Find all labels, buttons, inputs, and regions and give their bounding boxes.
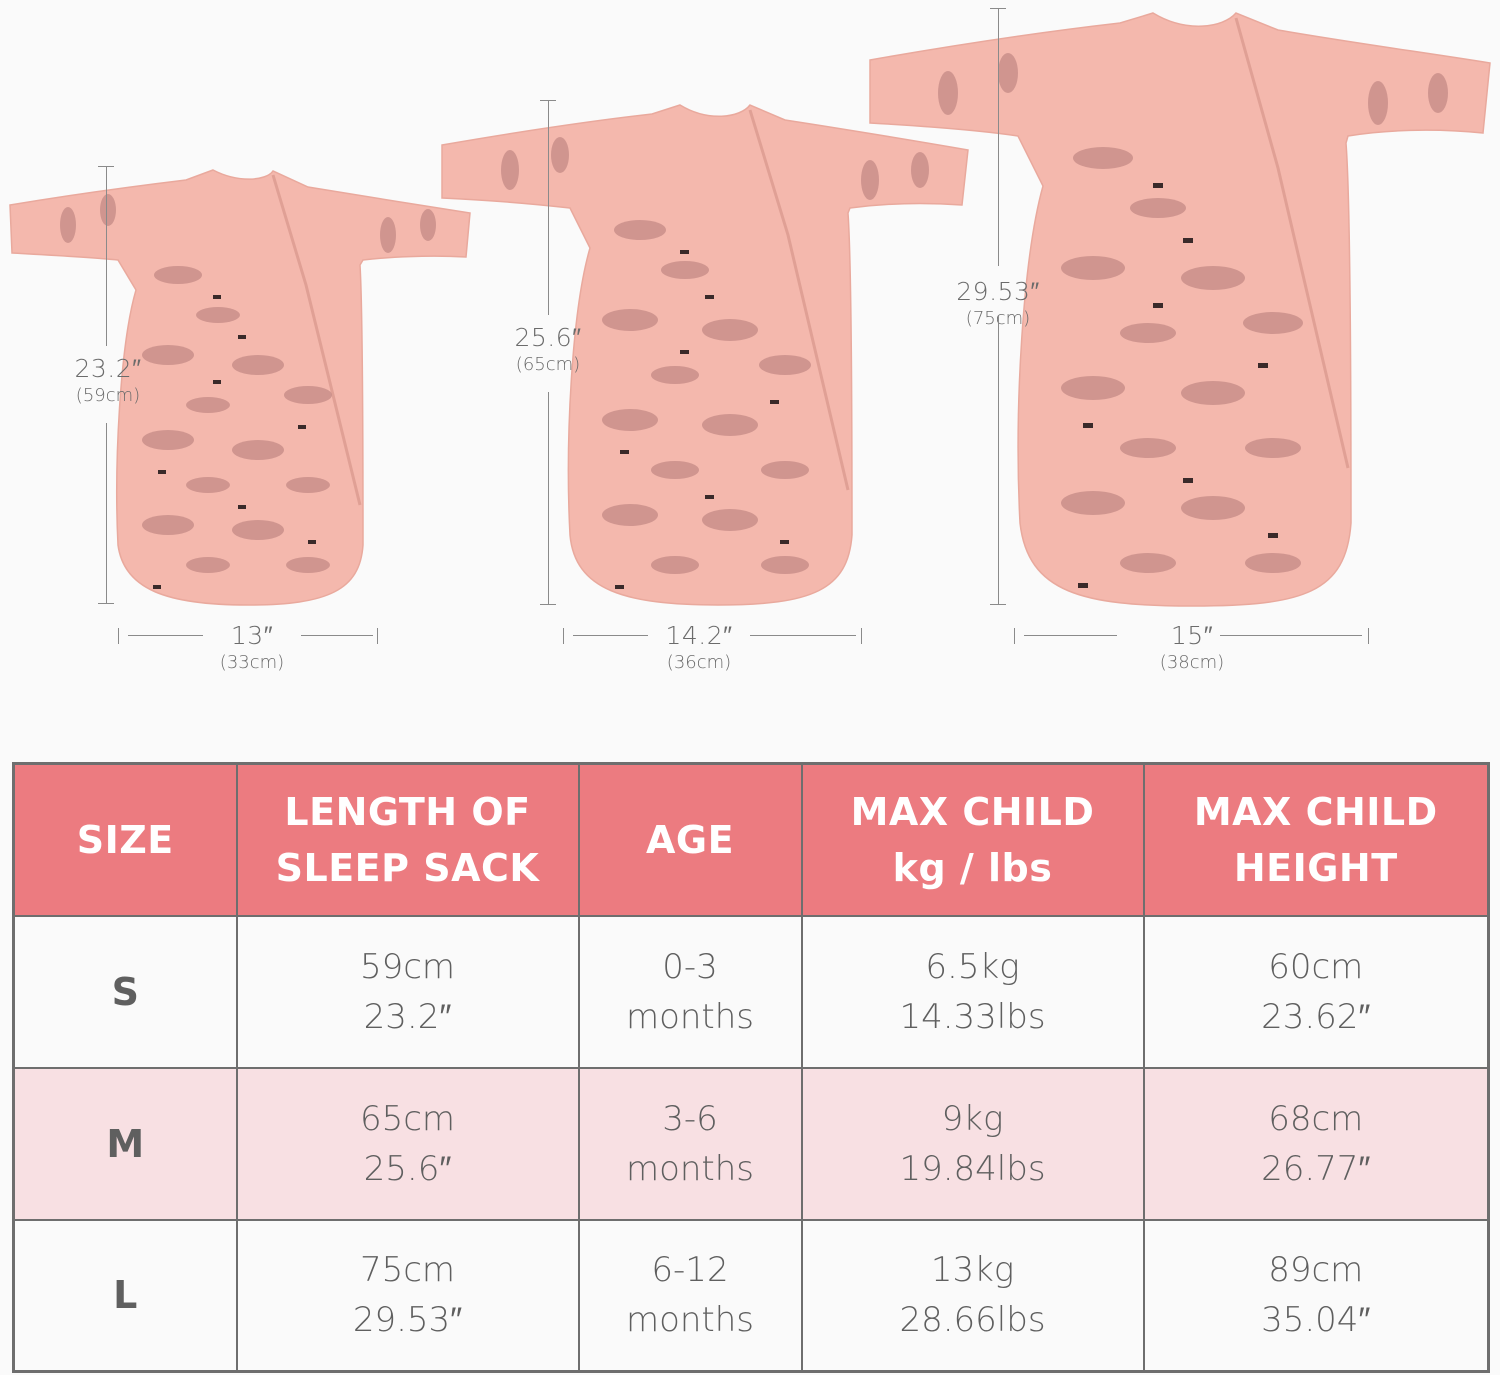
- size-chart-table: SIZE LENGTH OF SLEEP SACK AGE MAX CHILD …: [12, 762, 1490, 1373]
- cell-height: 60cm 23.62″: [1142, 914, 1490, 1069]
- width-label-medium: 14.2″ (36cm): [665, 621, 733, 673]
- sleep-sack-image-medium: [440, 100, 970, 610]
- width-label-large: 15″ (38cm): [1159, 621, 1225, 673]
- width-line-large-left: [1024, 635, 1117, 636]
- length-tick-bottom-medium: [540, 604, 556, 605]
- header-age: AGE: [577, 762, 803, 917]
- length-label-small: 23.2″ (59cm): [74, 354, 142, 406]
- length-label-large: 29.53″ (75cm): [956, 277, 1040, 329]
- sleep-sack-image-small: [8, 165, 473, 610]
- cell-height: 68cm 26.77″: [1142, 1066, 1490, 1221]
- sleep-sack-image-large: [868, 8, 1493, 608]
- cell-size: S: [12, 914, 238, 1069]
- cell-length: 59cm 23.2″: [235, 914, 580, 1069]
- cell-weight: 9kg 19.84lbs: [800, 1066, 1145, 1221]
- table-row: M 65cm 25.6″ 3-6 months 9kg 19.84lbs 68c…: [12, 1066, 1490, 1221]
- length-line-large-lower: [998, 316, 999, 604]
- table-row: S 59cm 23.2″ 0-3 months 6.5kg 14.33lbs 6…: [12, 914, 1490, 1069]
- length-tick-bottom-large: [990, 604, 1006, 605]
- width-tick-left-large: [1014, 628, 1015, 644]
- cell-height: 89cm 35.04″: [1142, 1218, 1490, 1373]
- header-size: SIZE: [12, 762, 238, 917]
- width-line-small-right: [301, 635, 373, 636]
- width-tick-right-large: [1368, 628, 1369, 644]
- length-tick-bottom-small: [98, 603, 114, 604]
- length-label-medium: 25.6″ (65cm): [514, 323, 582, 375]
- sleep-sack-icon: [869, 12, 1491, 607]
- size-illustration: 23.2″ (59cm) 13″ (33cm): [8, 8, 1493, 673]
- table-header-row: SIZE LENGTH OF SLEEP SACK AGE MAX CHILD …: [12, 762, 1490, 917]
- cell-weight: 6.5kg 14.33lbs: [800, 914, 1145, 1069]
- length-line-medium: [548, 100, 549, 315]
- width-line-small-left: [128, 635, 203, 636]
- width-tick-right-small: [377, 628, 378, 644]
- width-line-medium-left: [573, 635, 648, 636]
- width-line-large-right: [1220, 635, 1362, 636]
- cell-age: 3-6 months: [577, 1066, 803, 1221]
- cell-length: 65cm 25.6″: [235, 1066, 580, 1221]
- cell-age: 0-3 months: [577, 914, 803, 1069]
- sleep-sack-icon: [9, 169, 471, 606]
- sleep-sack-icon: [441, 104, 969, 606]
- width-label-small: 13″ (33cm): [219, 621, 285, 673]
- length-line-large: [998, 8, 999, 266]
- width-tick-right-medium: [861, 628, 862, 644]
- header-max-weight: MAX CHILD kg / lbs: [800, 762, 1145, 917]
- length-line-small-lower: [106, 423, 107, 603]
- cell-size: M: [12, 1066, 238, 1221]
- cell-age: 6-12 months: [577, 1218, 803, 1373]
- length-line-small: [106, 166, 107, 346]
- width-tick-left-small: [118, 628, 119, 644]
- width-line-medium-right: [750, 635, 856, 636]
- cell-weight: 13kg 28.66lbs: [800, 1218, 1145, 1373]
- cell-length: 75cm 29.53″: [235, 1218, 580, 1373]
- table-row: L 75cm 29.53″ 6-12 months 13kg 28.66lbs …: [12, 1218, 1490, 1373]
- header-max-height: MAX CHILD HEIGHT: [1142, 762, 1490, 917]
- cell-size: L: [12, 1218, 238, 1373]
- width-tick-left-medium: [563, 628, 564, 644]
- header-length: LENGTH OF SLEEP SACK: [235, 762, 580, 917]
- length-line-medium-lower: [548, 392, 549, 604]
